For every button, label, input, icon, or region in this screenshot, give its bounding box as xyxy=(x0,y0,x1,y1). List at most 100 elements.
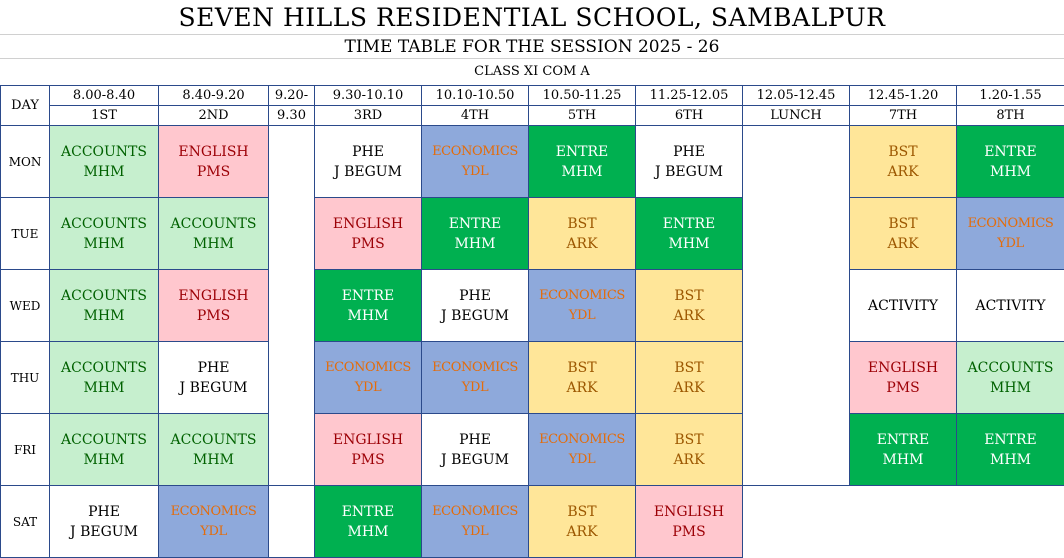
day-name: TUE xyxy=(0,197,50,270)
subject: ENTRE xyxy=(984,143,1037,160)
period-cell: ECONOMICS YDL xyxy=(421,341,529,414)
subject: BST xyxy=(888,143,918,160)
period-cell: ACCOUNTS MHM xyxy=(49,197,159,270)
time-slot-4: 10.10-10.50 xyxy=(421,85,529,106)
period-cell: ACCOUNTS MHM xyxy=(49,125,159,198)
period-cell: ENTRE MHM xyxy=(421,197,529,270)
teacher: YDL xyxy=(568,307,596,323)
period-cell: BST ARK xyxy=(528,197,636,270)
day-row-mon: MON ACCOUNTS MHM ENGLISH PMS PHE J BEGUM ECONOM… xyxy=(0,125,1064,486)
subject: BST xyxy=(567,359,597,376)
subject: PHE xyxy=(352,143,384,160)
subject: ACTIVITY xyxy=(975,297,1046,314)
subject: ENGLISH xyxy=(178,143,249,160)
empty-cell xyxy=(742,485,1064,558)
subject: ECONOMICS xyxy=(432,359,518,375)
teacher: MHM xyxy=(990,379,1031,396)
subject: ENGLISH xyxy=(867,359,939,376)
time-slot-8: 12.45-1.20 xyxy=(849,85,957,106)
teacher: ARK xyxy=(566,523,598,540)
period-cell: ENTRE MHM xyxy=(528,125,636,198)
teacher: PMS xyxy=(351,451,385,468)
period-cell: BST ARK xyxy=(528,341,636,414)
period-cell: ENTRE MHM xyxy=(635,197,743,270)
period-cell: BST ARK xyxy=(635,269,743,342)
period-cell: PHE J BEGUM xyxy=(49,485,159,558)
subject: ECONOMICS xyxy=(432,143,518,159)
time-slot-6: 11.25-12.05 xyxy=(635,85,743,106)
subject: ECONOMICS xyxy=(325,359,411,375)
period-cell: ACCOUNTS MHM xyxy=(49,269,159,342)
class-title: CLASS XI COM A xyxy=(474,64,590,79)
timetable-grid: DAY 8.00-8.40 8.40-9.20 9.20- 9.30-10.10 10.1… xyxy=(0,85,1064,558)
subject: ACCOUNTS xyxy=(61,359,147,376)
period-cell: ENTRE MHM xyxy=(314,269,422,342)
period-cell: PHE J BEGUM xyxy=(421,269,529,342)
teacher: ARK xyxy=(566,235,598,252)
subject: BST xyxy=(674,287,704,304)
period-cell: ACTIVITY xyxy=(849,269,957,342)
teacher: YDL xyxy=(461,379,489,395)
subject: ENTRE xyxy=(341,287,395,304)
teacher: J BEGUM xyxy=(179,379,248,396)
teacher: J BEGUM xyxy=(441,307,509,324)
period-label-0: 1ST xyxy=(49,105,159,126)
period-label-2: 9.30 xyxy=(268,105,315,126)
teacher: MHM xyxy=(83,451,125,468)
subject: ACCOUNTS xyxy=(170,215,257,232)
period-cell: PHE J BEGUM xyxy=(635,125,743,198)
subject: ACCOUNTS xyxy=(170,431,257,448)
subject: ECONOMICS xyxy=(170,503,257,519)
period-label-3: 3RD xyxy=(314,105,422,126)
subject: PHE xyxy=(673,143,705,160)
teacher: MHM xyxy=(83,163,125,180)
day-header: DAY xyxy=(0,85,50,126)
subject: BST xyxy=(674,431,704,448)
period-cell: ACCOUNTS MHM xyxy=(158,197,269,270)
period-cell: PHE J BEGUM xyxy=(158,341,269,414)
period-cell: ACCOUNTS MHM xyxy=(49,413,159,486)
teacher: YDL xyxy=(997,235,1024,251)
time-slot-2: 9.20- xyxy=(268,85,315,106)
day-row-thu: THU ACCOUNTS MHM PHE J BEGUM ECONOMICS YDL ECON… xyxy=(0,341,1064,414)
period-cell: ENTRE MHM xyxy=(849,413,957,486)
period-label-4: 4TH xyxy=(421,105,529,126)
period-cell: ENGLISH PMS xyxy=(314,197,422,270)
teacher: MHM xyxy=(561,163,603,180)
subject: ACCOUNTS xyxy=(61,431,147,448)
teacher: MHM xyxy=(454,235,496,252)
day-name: SAT xyxy=(0,485,50,558)
period-cell: ECONOMICS YDL xyxy=(956,197,1064,270)
day-row-wed: WED ACCOUNTS MHM ENGLISH PMS ENTRE MHM PHE J BEG… xyxy=(0,269,1064,342)
teacher: PMS xyxy=(351,235,385,252)
teacher: ARK xyxy=(673,379,705,396)
teacher: MHM xyxy=(990,163,1031,180)
period-cell: ENGLISH PMS xyxy=(314,413,422,486)
subject: ACCOUNTS xyxy=(61,287,147,304)
teacher: J BEGUM xyxy=(334,163,402,180)
teacher: PMS xyxy=(196,163,231,180)
teacher: ARK xyxy=(887,163,919,180)
teacher: MHM xyxy=(193,451,234,468)
subject: ENGLISH xyxy=(653,503,725,520)
teacher: MHM xyxy=(347,523,389,540)
period-cell: ECONOMICS YDL xyxy=(528,269,636,342)
subject: PHE xyxy=(459,287,491,304)
subject: ECONOMICS xyxy=(967,215,1054,231)
period-cell: ECONOMICS YDL xyxy=(421,485,529,558)
teacher: PMS xyxy=(196,307,231,324)
teacher: MHM xyxy=(990,451,1031,468)
period-cell: ENGLISH PMS xyxy=(635,485,743,558)
teacher: MHM xyxy=(668,235,710,252)
teacher: J BEGUM xyxy=(655,163,723,180)
time-slot-9: 1.20-1.55 xyxy=(956,85,1064,106)
subject: ENTRE xyxy=(341,503,395,520)
teacher: MHM xyxy=(882,451,924,468)
teacher: ARK xyxy=(673,307,705,324)
teacher: ARK xyxy=(673,451,705,468)
subject: ECONOMICS xyxy=(432,503,518,519)
period-cell: ECONOMICS YDL xyxy=(528,413,636,486)
break-column xyxy=(268,125,315,486)
teacher: ARK xyxy=(566,379,598,396)
